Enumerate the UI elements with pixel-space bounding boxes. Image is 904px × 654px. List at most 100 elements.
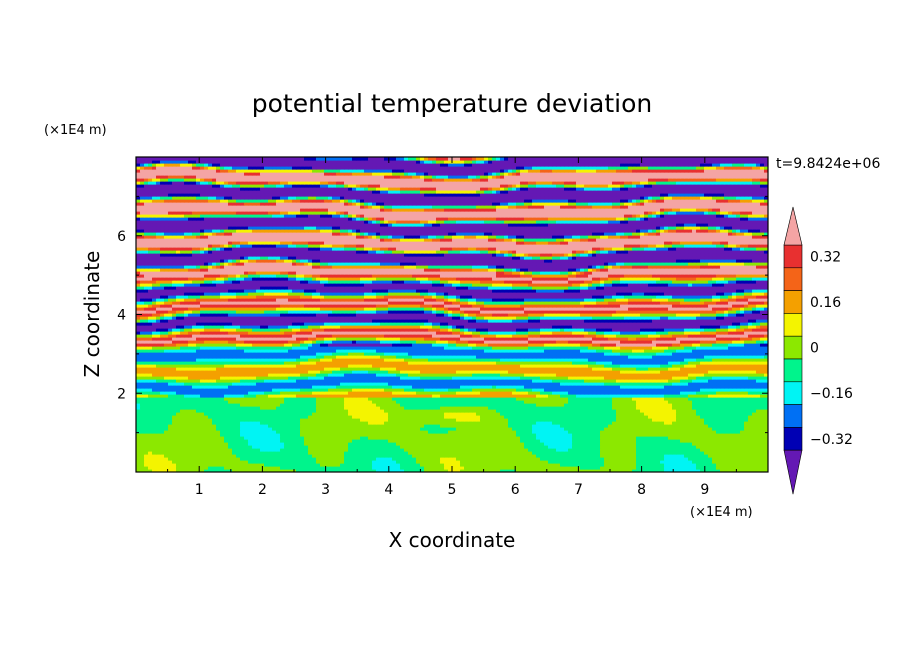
heatmap-cell <box>280 451 285 455</box>
heatmap-cell <box>332 454 337 458</box>
heatmap-cell <box>212 421 217 425</box>
heatmap-cell <box>320 430 325 434</box>
heatmap-cell <box>404 433 409 437</box>
heatmap-cell <box>204 442 209 446</box>
heatmap-cell <box>648 466 653 470</box>
heatmap-cell <box>172 457 177 461</box>
heatmap-cell <box>520 430 525 434</box>
heatmap-cell <box>168 439 173 443</box>
heatmap-cell <box>552 451 557 455</box>
heatmap-cell <box>556 454 561 458</box>
heatmap-cell <box>460 469 465 472</box>
heatmap-cell <box>468 433 473 437</box>
heatmap-cell <box>748 466 753 470</box>
heatmap-cell <box>168 451 173 455</box>
heatmap-cell <box>208 442 213 446</box>
heatmap-cell <box>444 424 449 428</box>
heatmap-cell <box>688 442 693 446</box>
heatmap-cell <box>744 439 749 443</box>
heatmap-cell <box>372 430 377 434</box>
heatmap-cell <box>292 460 297 464</box>
heatmap-cell <box>160 460 165 464</box>
heatmap-cell <box>540 427 545 431</box>
heatmap-cell <box>244 463 249 467</box>
heatmap-cell <box>528 466 533 470</box>
heatmap-cell <box>628 442 633 446</box>
heatmap-cell <box>708 436 713 440</box>
heatmap-cell <box>644 424 649 428</box>
heatmap-cell <box>456 430 461 434</box>
heatmap-cell <box>380 442 385 446</box>
heatmap-cell <box>380 460 385 464</box>
heatmap-cell <box>460 430 465 434</box>
heatmap-cell <box>724 421 729 425</box>
heatmap-cell <box>600 439 605 443</box>
heatmap-cell <box>424 448 429 452</box>
heatmap-cell <box>268 430 273 434</box>
heatmap-cell <box>656 451 661 455</box>
heatmap-cell <box>696 421 701 425</box>
heatmap-cell <box>740 454 745 458</box>
heatmap-cell <box>336 469 341 472</box>
heatmap-cell <box>292 457 297 461</box>
heatmap-cell <box>184 463 189 467</box>
heatmap-cell <box>712 454 717 458</box>
heatmap-cell <box>544 460 549 464</box>
heatmap-cell <box>452 466 457 470</box>
heatmap-cell <box>544 427 549 431</box>
heatmap-cell <box>656 424 661 428</box>
heatmap-cell <box>328 442 333 446</box>
heatmap-cell <box>676 439 681 443</box>
heatmap-cell <box>440 469 445 472</box>
heatmap-cell <box>692 439 697 443</box>
heatmap-cell <box>480 427 485 431</box>
heatmap-cell <box>340 433 345 437</box>
heatmap-cell <box>168 454 173 458</box>
heatmap-cell <box>428 460 433 464</box>
heatmap-cell <box>596 433 601 437</box>
heatmap-cell <box>412 445 417 449</box>
heatmap-cell <box>456 442 461 446</box>
heatmap-cell <box>368 469 373 472</box>
heatmap-cell <box>148 436 153 440</box>
heatmap-cell <box>380 463 385 467</box>
heatmap-cell <box>712 466 717 470</box>
heatmap-cell <box>412 466 417 470</box>
heatmap-cell <box>184 445 189 449</box>
heatmap-cell <box>696 439 701 443</box>
heatmap-cell <box>252 439 257 443</box>
heatmap-cell <box>636 436 641 440</box>
heatmap-cell <box>336 430 341 434</box>
heatmap-cell <box>376 457 381 461</box>
heatmap-cell <box>640 445 645 449</box>
heatmap-cell <box>368 442 373 446</box>
heatmap-cell <box>488 439 493 443</box>
heatmap-cell <box>280 448 285 452</box>
heatmap-cell <box>192 448 197 452</box>
heatmap-cell <box>340 457 345 461</box>
heatmap-cell <box>356 430 361 434</box>
heatmap-cell <box>588 433 593 437</box>
heatmap-cell <box>440 430 445 434</box>
heatmap-cell <box>388 454 393 458</box>
heatmap-cell <box>496 430 501 434</box>
heatmap-cell <box>300 442 305 446</box>
heatmap-cell <box>524 445 529 449</box>
heatmap-cell <box>420 463 425 467</box>
heatmap-cell <box>368 448 373 452</box>
heatmap-cell <box>764 454 768 458</box>
heatmap-cell <box>360 454 365 458</box>
heatmap-cell <box>668 457 673 461</box>
heatmap-cell <box>264 454 269 458</box>
heatmap-cell <box>408 442 413 446</box>
heatmap-cell <box>544 421 549 425</box>
heatmap-cell <box>480 466 485 470</box>
heatmap-cell <box>672 442 677 446</box>
heatmap-cell <box>732 442 737 446</box>
heatmap-cell <box>584 436 589 440</box>
heatmap-cell <box>616 430 621 434</box>
heatmap-cell <box>464 469 469 472</box>
heatmap-cell <box>136 421 141 425</box>
heatmap-cell <box>660 445 665 449</box>
heatmap-cell <box>656 457 661 461</box>
